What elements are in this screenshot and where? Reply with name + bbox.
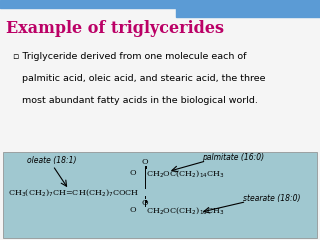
Text: O: O bbox=[130, 169, 136, 177]
Bar bbox=[0, 0, 320, 8]
Text: CH$_2$OC(CH$_2$)$_{14}$CH$_3$: CH$_2$OC(CH$_2$)$_{14}$CH$_3$ bbox=[146, 168, 224, 179]
Text: O: O bbox=[142, 199, 148, 207]
Text: O: O bbox=[130, 206, 136, 214]
Text: palmitic acid, oleic acid, and stearic acid, the three: palmitic acid, oleic acid, and stearic a… bbox=[13, 74, 265, 83]
Text: ▫ Triglyceride derived from one molecule each of: ▫ Triglyceride derived from one molecule… bbox=[13, 52, 246, 60]
Bar bbox=[176, 8, 320, 17]
Text: CH$_3$(CH$_2$)$_7$CH=CH(CH$_2$)$_7$COCH: CH$_3$(CH$_2$)$_7$CH=CH(CH$_2$)$_7$COCH bbox=[8, 187, 140, 198]
Text: most abundant fatty acids in the biological world.: most abundant fatty acids in the biologi… bbox=[13, 96, 258, 105]
Text: CH$_2$OC(CH$_2$)$_{16}$CH$_3$: CH$_2$OC(CH$_2$)$_{16}$CH$_3$ bbox=[146, 204, 224, 216]
Text: stearate (18:0): stearate (18:0) bbox=[243, 193, 301, 203]
Text: oleate (18:1): oleate (18:1) bbox=[27, 156, 77, 165]
Text: palmitate (16:0): palmitate (16:0) bbox=[202, 153, 264, 162]
Text: Example of triglycerides: Example of triglycerides bbox=[6, 20, 224, 37]
FancyBboxPatch shape bbox=[3, 152, 317, 238]
Text: O: O bbox=[142, 158, 148, 166]
